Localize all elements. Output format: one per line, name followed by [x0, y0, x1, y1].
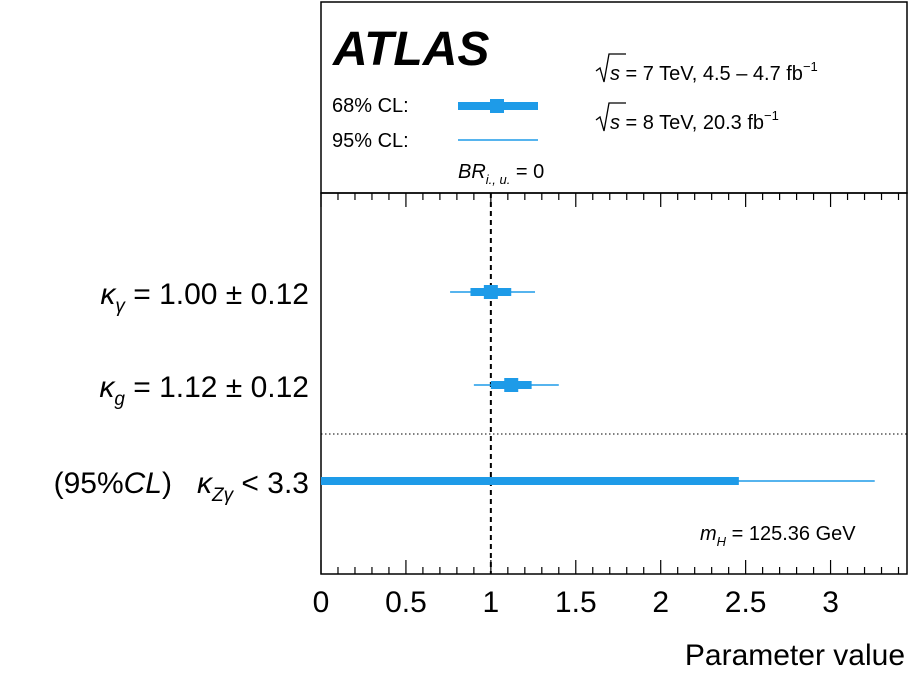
parameter-result: < 3.3	[233, 467, 309, 500]
x-tick-label: 2.5	[725, 586, 767, 619]
central-value-marker	[483, 285, 498, 299]
parameter-label: (95%CL) κZγ < 3.3	[54, 467, 309, 506]
parameter-label: κγ = 1.00 ± 0.12	[100, 278, 309, 317]
x-axis-ticks	[320, 193, 900, 574]
sqrt-s-symbol: s	[610, 63, 620, 85]
svg-text:s = 7 TeV, 4.5 – 4.7 fb−1: s = 7 TeV, 4.5 – 4.7 fb−1	[610, 59, 818, 85]
x-tick-labels: 0 0.5 1 1.5 2 2.5 3	[313, 586, 839, 619]
mass-value: = 125.36 GeV	[726, 523, 856, 545]
svg-text:s = 8 TeV, 20.3 fb−1: s = 8 TeV, 20.3 fb−1	[610, 108, 779, 134]
x-axis-label: Parameter value	[685, 639, 905, 672]
atlas-logo: ATLAS	[332, 23, 489, 76]
legend-95-label: 95% CL:	[332, 130, 409, 152]
legend-68-marker	[458, 99, 538, 113]
label-prefix-end: )	[162, 467, 197, 500]
x-tick-label: 1	[483, 586, 500, 619]
br-symbol: BR	[458, 161, 486, 183]
interval-bars	[321, 285, 875, 485]
kappa-symbol: κ	[197, 467, 214, 500]
cl68-interval	[321, 477, 739, 485]
label-prefix-italic: CL	[124, 467, 162, 500]
mass-subscript: H	[717, 534, 727, 549]
br-value: = 0	[510, 161, 544, 183]
parameter-label: κg = 1.12 ± 0.12	[99, 371, 309, 410]
sqrt-s-symbol: s	[610, 112, 620, 134]
parameter-result: = 1.00 ± 0.12	[125, 278, 309, 311]
energy-sup-8tev: −1	[764, 108, 779, 123]
mass-label: mH = 125.36 GeV	[700, 523, 856, 549]
x-tick-label: 1.5	[555, 586, 597, 619]
br-subscript: i., u.	[486, 172, 511, 187]
plot-frame	[320, 192, 908, 575]
kappa-symbol: κ	[99, 371, 116, 404]
mass-symbol: m	[700, 523, 717, 545]
label-prefix: (95%	[54, 467, 124, 500]
energy-text-7tev: = 7 TeV, 4.5 – 4.7 fb	[620, 63, 803, 85]
energy-text-8tev: = 8 TeV, 20.3 fb	[620, 112, 764, 134]
energy-line-8tev: s = 8 TeV, 20.3 fb−1	[595, 102, 779, 134]
kappa-subscript: Zγ	[211, 485, 235, 506]
x-tick-label: 3	[822, 586, 839, 619]
kappa-symbol: κ	[100, 278, 117, 311]
kappa-subscript: γ	[115, 296, 126, 317]
energy-line-7tev: s = 7 TeV, 4.5 – 4.7 fb−1	[595, 53, 818, 85]
energy-sup-7tev: −1	[803, 59, 818, 74]
parameter-result: = 1.12 ± 0.12	[125, 371, 309, 404]
kappa-subscript: g	[114, 389, 125, 410]
central-value-marker	[504, 378, 519, 392]
legend-68-label: 68% CL:	[332, 95, 409, 117]
x-tick-label: 0.5	[385, 586, 427, 619]
br-label: BRi., u. = 0	[458, 161, 544, 187]
x-tick-label: 0	[313, 586, 330, 619]
x-tick-label: 2	[652, 586, 669, 619]
